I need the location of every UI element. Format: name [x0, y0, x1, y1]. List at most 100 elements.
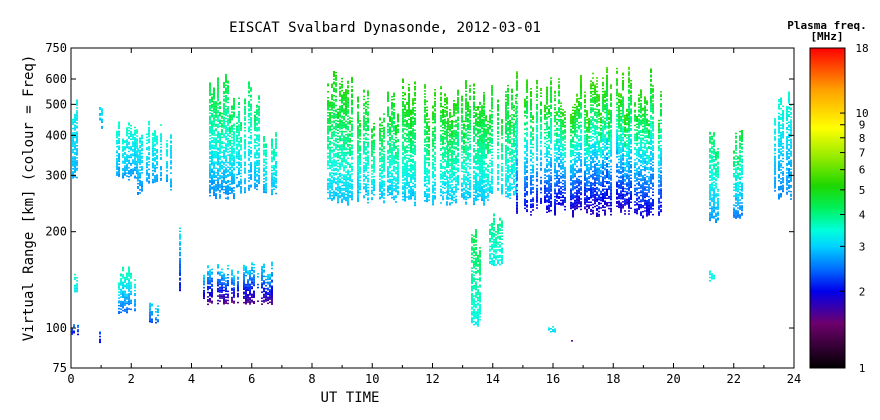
data-point	[132, 142, 134, 145]
data-point	[365, 156, 367, 159]
data-point	[211, 126, 213, 128]
data-point	[213, 132, 215, 135]
data-point	[122, 140, 124, 142]
data-point	[414, 88, 416, 91]
data-point	[215, 123, 217, 126]
data-point	[154, 164, 156, 167]
data-point	[211, 107, 213, 109]
data-point	[349, 165, 351, 167]
data-point	[442, 176, 444, 178]
data-point	[424, 132, 426, 134]
data-point	[327, 121, 329, 123]
data-point	[233, 187, 235, 189]
data-point	[447, 180, 449, 182]
data-point	[335, 178, 337, 180]
data-point	[209, 195, 211, 197]
data-point	[225, 138, 227, 141]
data-point	[256, 113, 258, 116]
data-point	[219, 119, 221, 121]
data-point	[247, 280, 249, 283]
data-point	[424, 156, 426, 158]
data-point	[124, 171, 126, 173]
data-point	[275, 135, 277, 137]
data-point	[231, 162, 233, 164]
data-point	[367, 144, 369, 147]
data-point	[414, 179, 416, 181]
data-point	[451, 173, 453, 176]
data-point	[261, 300, 263, 302]
data-point	[414, 82, 416, 85]
data-point	[254, 179, 256, 182]
data-point	[122, 172, 124, 175]
data-point	[154, 158, 156, 161]
data-point	[327, 184, 329, 186]
data-point	[179, 265, 181, 267]
data-point	[124, 304, 126, 306]
data-point	[414, 93, 416, 95]
data-point	[275, 173, 277, 175]
data-point	[148, 161, 150, 163]
data-point	[339, 126, 341, 129]
data-point	[345, 99, 347, 102]
data-point	[223, 133, 225, 135]
data-point	[207, 278, 209, 280]
data-point	[341, 115, 343, 118]
data-point	[381, 166, 383, 169]
data-point	[217, 99, 219, 102]
data-point	[170, 135, 172, 138]
data-point	[213, 172, 215, 174]
data-point	[406, 151, 408, 153]
data-point	[258, 170, 260, 172]
data-point	[389, 163, 391, 166]
data-point	[447, 122, 449, 125]
data-point	[149, 320, 151, 323]
data-point	[258, 137, 260, 139]
data-point	[152, 134, 154, 136]
data-point	[453, 125, 455, 127]
data-point	[254, 184, 256, 186]
data-point	[211, 300, 213, 303]
data-point	[154, 169, 156, 171]
data-point	[444, 175, 446, 178]
data-point	[337, 162, 339, 165]
data-point	[379, 160, 381, 163]
data-point	[139, 145, 141, 147]
data-point	[440, 96, 442, 99]
data-point	[329, 185, 331, 188]
data-point	[101, 127, 103, 129]
data-point	[341, 97, 343, 99]
data-point	[428, 146, 430, 149]
data-point	[434, 91, 436, 94]
data-point	[387, 167, 389, 170]
data-point	[426, 118, 428, 120]
data-point	[333, 156, 335, 158]
data-point	[244, 108, 246, 111]
data-point	[219, 112, 221, 114]
data-point	[179, 262, 181, 264]
data-point	[335, 181, 337, 183]
data-point	[402, 143, 404, 145]
data-point	[253, 269, 255, 272]
data-point	[99, 108, 101, 110]
data-point	[72, 160, 74, 163]
data-point	[379, 154, 381, 157]
data-point	[329, 155, 331, 158]
data-point	[457, 131, 459, 134]
data-point	[269, 296, 271, 299]
data-point	[455, 183, 457, 186]
data-point	[343, 112, 345, 115]
data-point	[211, 302, 213, 304]
data-point	[136, 130, 138, 133]
data-point	[120, 282, 122, 285]
data-point	[152, 165, 154, 167]
data-point	[393, 113, 395, 115]
data-point	[126, 307, 128, 309]
data-point	[341, 157, 343, 160]
data-point	[229, 142, 231, 145]
data-point	[207, 280, 209, 282]
data-point	[157, 310, 159, 312]
data-point	[254, 162, 256, 165]
data-point	[335, 100, 337, 102]
data-point	[440, 188, 442, 191]
data-point	[258, 122, 260, 124]
